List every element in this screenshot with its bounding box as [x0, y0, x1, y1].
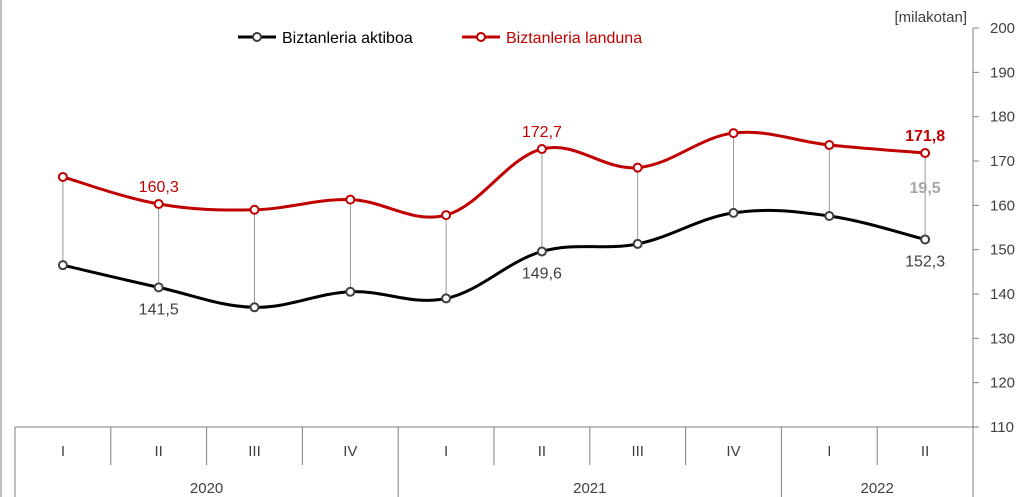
data-point	[441, 210, 452, 221]
data-point	[728, 207, 739, 218]
data-point	[632, 162, 643, 173]
series-line-1	[62, 208, 926, 309]
data-point	[153, 199, 164, 210]
unit-label: [milakotan]	[894, 9, 967, 26]
data-point	[920, 234, 931, 245]
category-label: I	[61, 443, 65, 460]
data-label: 152,3	[905, 253, 945, 270]
data-point	[249, 302, 260, 313]
legend-label: Biztanleria aktiboa	[282, 30, 413, 47]
legend-swatch-marker	[252, 32, 262, 42]
data-point	[824, 210, 835, 221]
data-point	[536, 144, 547, 155]
category-label: IV	[726, 443, 740, 460]
y-tick-label: 190	[990, 64, 1015, 81]
category-label: I	[444, 443, 448, 460]
category-label: III	[248, 443, 261, 460]
data-label: 149,6	[522, 265, 562, 282]
data-label: 172,7	[522, 124, 562, 141]
data-point	[632, 238, 643, 249]
data-point	[249, 204, 260, 215]
data-point	[57, 171, 68, 182]
data-point	[345, 286, 356, 297]
category-label: IV	[343, 443, 357, 460]
y-tick-label: 120	[990, 375, 1015, 392]
y-tick-label: 180	[990, 109, 1015, 126]
year-label: 2022	[861, 480, 894, 497]
category-label: III	[631, 443, 644, 460]
data-point	[824, 140, 835, 151]
data-point	[153, 282, 164, 293]
data-label: 160,3	[139, 179, 179, 196]
data-point	[57, 260, 68, 271]
year-label: 2020	[190, 480, 223, 497]
category-label: II	[538, 443, 546, 460]
data-label: 171,8	[905, 128, 945, 145]
y-tick-label: 200	[990, 20, 1015, 37]
legend-swatch-marker	[476, 32, 486, 42]
category-label: II	[921, 443, 929, 460]
series-line-2	[62, 130, 926, 219]
y-tick-label: 150	[990, 242, 1015, 259]
legend-label: Biztanleria landuna	[506, 30, 642, 47]
data-point	[920, 148, 931, 159]
data-point	[536, 246, 547, 257]
category-label: I	[827, 443, 831, 460]
y-tick-label: 160	[990, 197, 1015, 214]
y-tick-label: 170	[990, 153, 1015, 170]
gap-label: 19,5	[910, 180, 941, 197]
y-tick-label: 130	[990, 330, 1015, 347]
data-point	[441, 293, 452, 304]
data-label: 141,5	[139, 301, 179, 318]
y-tick-label: 140	[990, 286, 1015, 303]
data-point	[345, 194, 356, 205]
y-tick-label: 110	[990, 419, 1014, 436]
year-label: 2021	[573, 480, 606, 497]
data-point	[728, 128, 739, 139]
category-label: II	[155, 443, 163, 460]
